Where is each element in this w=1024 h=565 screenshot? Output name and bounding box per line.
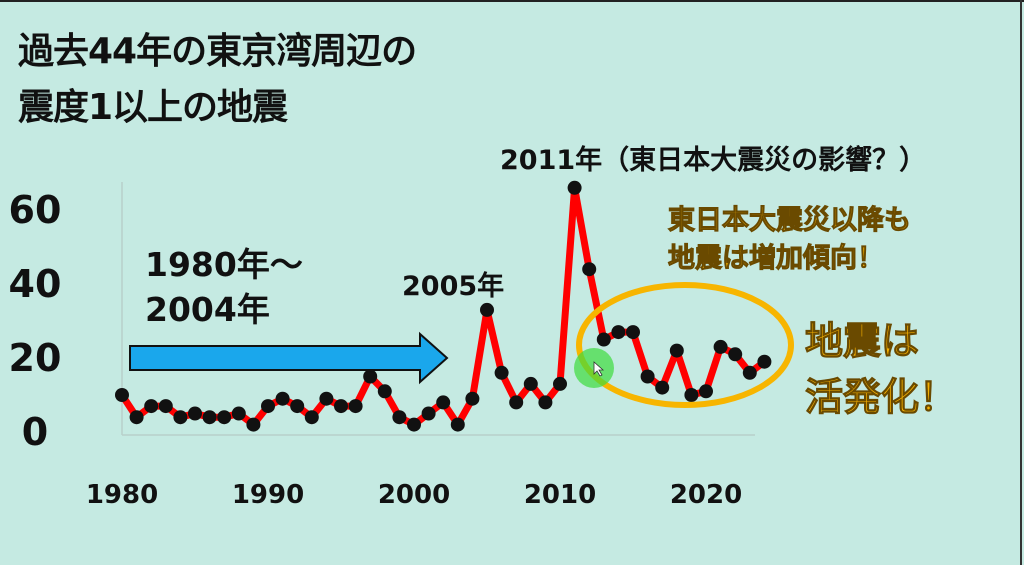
- data-point-2015: [626, 325, 640, 340]
- chart-title-line1: 過去44年の東京湾周辺の: [18, 31, 417, 72]
- data-point-2010: [553, 376, 567, 391]
- data-point-1990: [261, 399, 275, 414]
- data-point-2006: [494, 365, 509, 380]
- data-point-2013: [596, 332, 611, 347]
- annotation-period-2: 2004年: [145, 290, 270, 329]
- right-border: [1020, 0, 1022, 565]
- data-point-2002: [436, 395, 451, 410]
- data-point-1981: [129, 410, 144, 425]
- blue-arrow: [129, 331, 449, 385]
- y-tick-label: 60: [9, 188, 62, 232]
- y-tick-label: 20: [9, 336, 62, 380]
- x-tick-label: 2000: [378, 480, 450, 510]
- active-note-2: 活発化！: [804, 375, 958, 420]
- data-point-1995: [334, 399, 348, 414]
- y-tick-label: 0: [22, 410, 48, 454]
- data-point-1997: [363, 369, 378, 384]
- data-point-1989: [246, 417, 261, 432]
- y-tick-label: 40: [9, 262, 62, 306]
- data-point-2018: [669, 343, 684, 358]
- data-point-2022: [728, 347, 743, 362]
- data-point-2020: [699, 384, 713, 399]
- data-point-1998: [377, 384, 392, 399]
- x-tick-label: 1980: [86, 480, 158, 510]
- data-point-1984: [173, 410, 188, 425]
- annotation-period-1: 1980年〜: [145, 245, 303, 284]
- data-point-1986: [202, 410, 217, 425]
- data-point-2000: [407, 417, 421, 432]
- data-point-2008: [523, 376, 538, 391]
- data-point-2004: [465, 391, 480, 406]
- data-point-1988: [231, 406, 246, 421]
- data-point-2014: [611, 325, 626, 340]
- data-point-1985: [188, 406, 202, 421]
- data-point-1991: [275, 391, 290, 406]
- data-point-1983: [158, 399, 173, 414]
- annotation-2005: 2005年: [402, 271, 505, 302]
- data-point-2019: [684, 388, 699, 402]
- data-point-2001: [421, 406, 436, 421]
- data-point-2012: [582, 262, 597, 277]
- data-point-2024: [757, 354, 772, 369]
- mouse-cursor-icon: [593, 361, 605, 377]
- x-tick-label: 2020: [670, 480, 742, 510]
- x-tick-label: 1990: [232, 480, 304, 510]
- data-point-2017: [655, 380, 670, 395]
- data-point-2005: [480, 302, 494, 317]
- x-tick-label: 2010: [524, 480, 596, 510]
- data-point-1996: [348, 399, 363, 414]
- data-point-1999: [392, 410, 407, 425]
- data-point-1992: [290, 399, 305, 414]
- data-point-2003: [450, 417, 465, 432]
- data-point-2023: [742, 365, 757, 380]
- trend-note-1: 東日本大震災以降も: [668, 205, 912, 237]
- annotation-2011: 2011年（東日本大震災の影響？）: [500, 145, 927, 176]
- data-point-2009: [538, 395, 553, 410]
- trend-note-2: 地震は増加傾向！: [668, 243, 885, 275]
- data-point-1987: [217, 410, 232, 425]
- data-point-1993: [304, 410, 319, 425]
- data-point-2007: [509, 395, 524, 410]
- chart-title-line2: 震度1以上の地震: [18, 87, 288, 128]
- data-point-2011: [567, 180, 582, 195]
- data-point-2016: [640, 369, 655, 384]
- active-note-1: 地震は: [804, 319, 920, 364]
- top-border: [0, 0, 1024, 2]
- data-point-1982: [144, 399, 159, 414]
- highlight-ellipse: [576, 282, 794, 408]
- data-point-1980: [115, 388, 129, 402]
- data-point-1994: [319, 391, 334, 406]
- data-point-2021: [713, 339, 728, 354]
